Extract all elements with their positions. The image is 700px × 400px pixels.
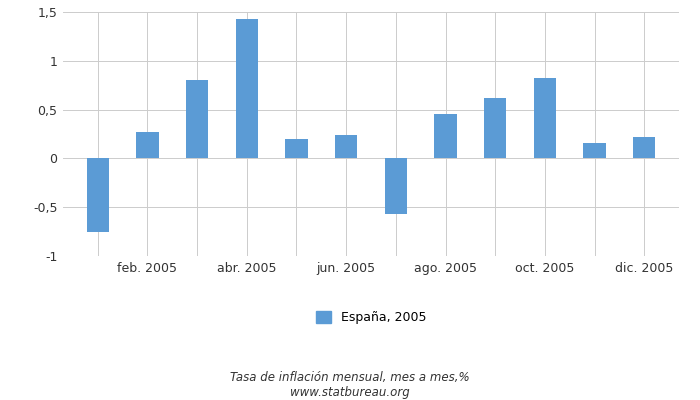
Bar <box>335 135 357 158</box>
Bar <box>583 143 606 158</box>
Bar <box>286 139 308 158</box>
Bar <box>533 78 556 158</box>
Legend: España, 2005: España, 2005 <box>311 306 431 330</box>
Bar <box>236 19 258 158</box>
Bar <box>633 137 655 158</box>
Bar <box>434 114 456 158</box>
Text: Tasa de inflación mensual, mes a mes,%: Tasa de inflación mensual, mes a mes,% <box>230 372 470 384</box>
Text: www.statbureau.org: www.statbureau.org <box>290 386 410 399</box>
Bar <box>186 80 209 158</box>
Bar <box>385 158 407 214</box>
Bar <box>136 132 159 158</box>
Bar <box>484 98 506 158</box>
Bar <box>87 158 109 232</box>
